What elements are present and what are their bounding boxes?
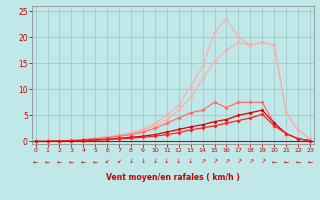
X-axis label: Vent moyen/en rafales ( km/h ): Vent moyen/en rafales ( km/h ) [106, 173, 240, 182]
